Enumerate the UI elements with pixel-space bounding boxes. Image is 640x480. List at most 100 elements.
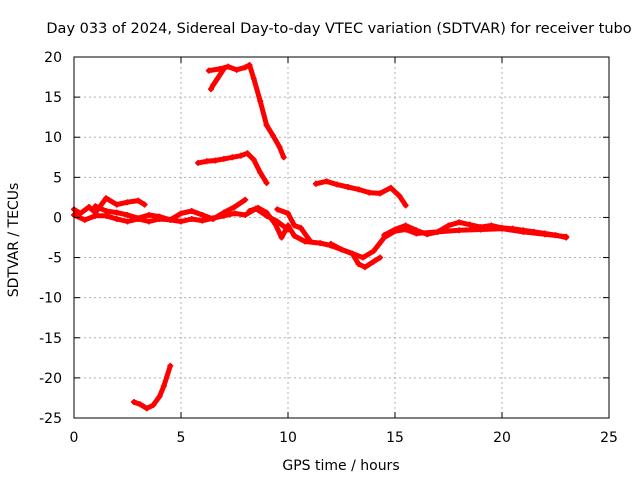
point-track-1-6 (124, 199, 131, 206)
point-track-3-4 (113, 216, 120, 223)
point-track-5-2 (291, 222, 298, 229)
point-track-8-0 (205, 67, 212, 74)
point-track-13-5 (160, 382, 167, 389)
point-track-3-16 (242, 212, 249, 219)
point-track-12-9 (402, 202, 409, 209)
point-track-9-0 (263, 122, 270, 129)
point-track-9-2 (276, 143, 283, 150)
point-track-3-12 (199, 217, 206, 224)
point-track-13-3 (150, 402, 157, 409)
point-track-1-2 (85, 204, 92, 211)
y-tick-label-5: -5 (48, 251, 62, 267)
series-track-10 (208, 66, 227, 92)
grid-layer (74, 57, 609, 418)
point-track-3-7 (145, 218, 152, 225)
y-tick-label-2: 10 (44, 130, 62, 146)
point-track-10-0 (207, 86, 214, 93)
point-track-7-0 (381, 232, 388, 239)
point-track-4-6 (291, 232, 298, 239)
series-layer (71, 62, 570, 412)
point-track-5-3 (297, 224, 304, 231)
point-track-12-0 (312, 180, 319, 187)
point-track-1-4 (103, 195, 110, 202)
point-track-7-6 (445, 222, 452, 229)
point-track-3-15 (231, 210, 238, 217)
point-track-8-5 (246, 62, 253, 69)
point-track-4-7 (302, 238, 309, 245)
point-track-12-7 (387, 184, 394, 191)
point-track-3-3 (103, 212, 110, 219)
point-track-7-10 (488, 222, 495, 229)
point-track-2-14 (242, 196, 249, 203)
point-track-2-13 (231, 204, 238, 211)
point-track-7-3 (413, 227, 420, 234)
point-track-6-0 (327, 240, 334, 247)
x-tick-label-4: 20 (493, 430, 511, 446)
point-track-10-3 (220, 66, 227, 73)
point-track-7-9 (477, 224, 484, 231)
point-track-7-1 (392, 226, 398, 233)
point-track-7-4 (424, 231, 431, 238)
point-track-2-8 (178, 210, 184, 217)
point-track-3-10 (178, 218, 184, 225)
x-axis-label: GPS time / hours (282, 458, 399, 474)
series-track-11 (195, 150, 270, 186)
point-track-7-15 (541, 230, 548, 237)
point-track-5-1 (285, 210, 291, 217)
point-track-12-8 (396, 192, 403, 199)
point-track-7-12 (509, 225, 516, 232)
x-tick-label-1: 5 (177, 430, 186, 446)
point-track-11-0 (195, 159, 202, 166)
point-track-11-6 (244, 150, 251, 157)
point-track-4-13 (370, 248, 377, 255)
plot-frame (73, 56, 610, 419)
point-track-10-2 (214, 75, 221, 82)
point-track-6-4 (362, 264, 369, 271)
point-track-6-1 (338, 246, 345, 253)
point-track-12-3 (344, 183, 351, 190)
point-track-7-13 (520, 227, 527, 234)
series-track-9 (264, 122, 287, 160)
series-track-12 (313, 178, 409, 208)
point-track-7-11 (499, 224, 505, 231)
point-track-7-14 (531, 228, 538, 235)
point-track-1-5 (113, 201, 120, 208)
chart-title: Day 033 of 2024, Sidereal Day-to-day VTE… (46, 21, 631, 37)
point-track-11-1 (203, 158, 210, 165)
series-track-6 (328, 241, 383, 270)
point-track-4-2 (263, 209, 270, 216)
point-track-11-2 (212, 157, 219, 164)
point-track-13-6 (167, 362, 174, 369)
point-track-8-7 (257, 98, 264, 105)
point-track-13-2 (143, 405, 150, 412)
point-track-12-6 (377, 190, 384, 197)
point-track-12-5 (366, 189, 373, 196)
point-track-5-4 (306, 236, 313, 243)
point-track-4-4 (278, 234, 285, 241)
point-track-11-5 (237, 152, 244, 159)
y-tick-label-8: -20 (39, 371, 62, 387)
point-track-2-10 (199, 212, 206, 219)
point-track-12-1 (323, 178, 330, 185)
point-track-4-0 (246, 208, 253, 215)
point-track-4-3 (272, 220, 279, 227)
y-tick-label-3: 5 (53, 170, 62, 186)
point-track-7-8 (466, 221, 473, 228)
series-track-13 (131, 363, 173, 411)
y-tick-label-1: 15 (44, 90, 62, 106)
x-tick-label-0: 0 (70, 430, 79, 446)
point-track-10-1 (210, 82, 217, 89)
point-track-4-8 (317, 240, 324, 247)
point-track-8-6 (250, 75, 257, 82)
point-track-2-2 (113, 209, 120, 216)
series-track-8 (206, 62, 270, 128)
y-tick-label-6: -10 (39, 291, 62, 307)
y-tick-label-9: -25 (39, 411, 62, 427)
point-track-12-2 (334, 181, 341, 188)
series-track-4 (247, 205, 569, 261)
point-track-5-0 (274, 206, 281, 213)
x-tick-label-2: 10 (279, 430, 297, 446)
point-track-11-4 (229, 154, 236, 161)
point-track-11-9 (263, 179, 270, 186)
